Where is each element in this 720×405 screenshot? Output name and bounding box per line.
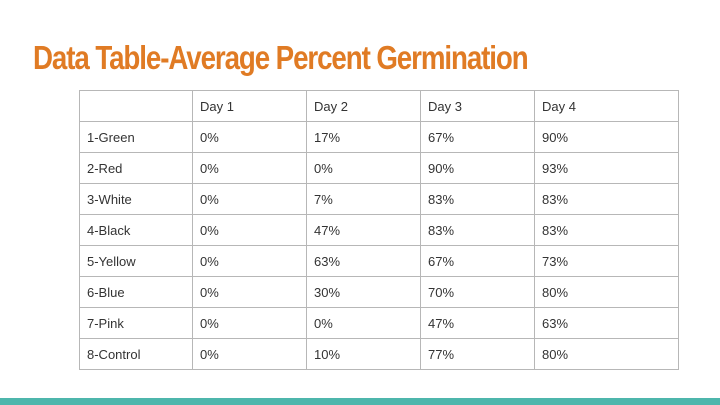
table-cell: 0% bbox=[192, 121, 307, 153]
header-cell-day-3: Day 3 bbox=[420, 90, 535, 122]
table-cell: 30% bbox=[306, 276, 421, 308]
table-cell: 7% bbox=[306, 183, 421, 215]
header-cell-day-1: Day 1 bbox=[192, 90, 307, 122]
bottom-accent-bar bbox=[0, 398, 720, 405]
row-label: 1-Green bbox=[79, 121, 193, 153]
table-cell: 0% bbox=[192, 214, 307, 246]
table-cell: 0% bbox=[192, 152, 307, 184]
header-row: Day 1 Day 2 Day 3 Day 4 bbox=[79, 90, 679, 122]
table-cell: 0% bbox=[192, 338, 307, 370]
table-row: 1-Green 0% 17% 67% 90% bbox=[79, 121, 679, 153]
table-cell: 0% bbox=[306, 152, 421, 184]
table-cell: 0% bbox=[192, 276, 307, 308]
table-cell: 83% bbox=[534, 214, 679, 246]
table-cell: 63% bbox=[306, 245, 421, 277]
germination-table: Day 1 Day 2 Day 3 Day 4 1-Green 0% 17% 6… bbox=[79, 90, 679, 370]
table-row: 4-Black 0% 47% 83% 83% bbox=[79, 214, 679, 246]
slide-title: Data Table-Average Percent Germination bbox=[33, 39, 529, 76]
table-cell: 77% bbox=[420, 338, 535, 370]
table-cell: 83% bbox=[420, 214, 535, 246]
table-row: 7-Pink 0% 0% 47% 63% bbox=[79, 307, 679, 339]
table-cell: 80% bbox=[534, 276, 679, 308]
table-cell: 67% bbox=[420, 121, 535, 153]
row-label: 4-Black bbox=[79, 214, 193, 246]
table-cell: 0% bbox=[306, 307, 421, 339]
table-row: 8-Control 0% 10% 77% 80% bbox=[79, 338, 679, 370]
table-cell: 90% bbox=[420, 152, 535, 184]
table-cell: 47% bbox=[420, 307, 535, 339]
header-cell-day-2: Day 2 bbox=[306, 90, 421, 122]
row-label: 7-Pink bbox=[79, 307, 193, 339]
table-cell: 83% bbox=[534, 183, 679, 215]
table-row: 2-Red 0% 0% 90% 93% bbox=[79, 152, 679, 184]
row-label: 8-Control bbox=[79, 338, 193, 370]
table-cell: 17% bbox=[306, 121, 421, 153]
table-cell: 10% bbox=[306, 338, 421, 370]
table-cell: 0% bbox=[192, 307, 307, 339]
table-cell: 0% bbox=[192, 245, 307, 277]
row-label: 2-Red bbox=[79, 152, 193, 184]
table-cell: 63% bbox=[534, 307, 679, 339]
table-cell: 93% bbox=[534, 152, 679, 184]
table-cell: 83% bbox=[420, 183, 535, 215]
table-row: 3-White 0% 7% 83% 83% bbox=[79, 183, 679, 215]
table-row: 6-Blue 0% 30% 70% 80% bbox=[79, 276, 679, 308]
header-cell-blank bbox=[79, 90, 193, 122]
table-cell: 47% bbox=[306, 214, 421, 246]
row-label: 6-Blue bbox=[79, 276, 193, 308]
table-cell: 67% bbox=[420, 245, 535, 277]
table-cell: 80% bbox=[534, 338, 679, 370]
row-label: 3-White bbox=[79, 183, 193, 215]
table-row: 5-Yellow 0% 63% 67% 73% bbox=[79, 245, 679, 277]
table-cell: 73% bbox=[534, 245, 679, 277]
row-label: 5-Yellow bbox=[79, 245, 193, 277]
table-cell: 70% bbox=[420, 276, 535, 308]
table-cell: 0% bbox=[192, 183, 307, 215]
header-cell-day-4: Day 4 bbox=[534, 90, 679, 122]
table-cell: 90% bbox=[534, 121, 679, 153]
